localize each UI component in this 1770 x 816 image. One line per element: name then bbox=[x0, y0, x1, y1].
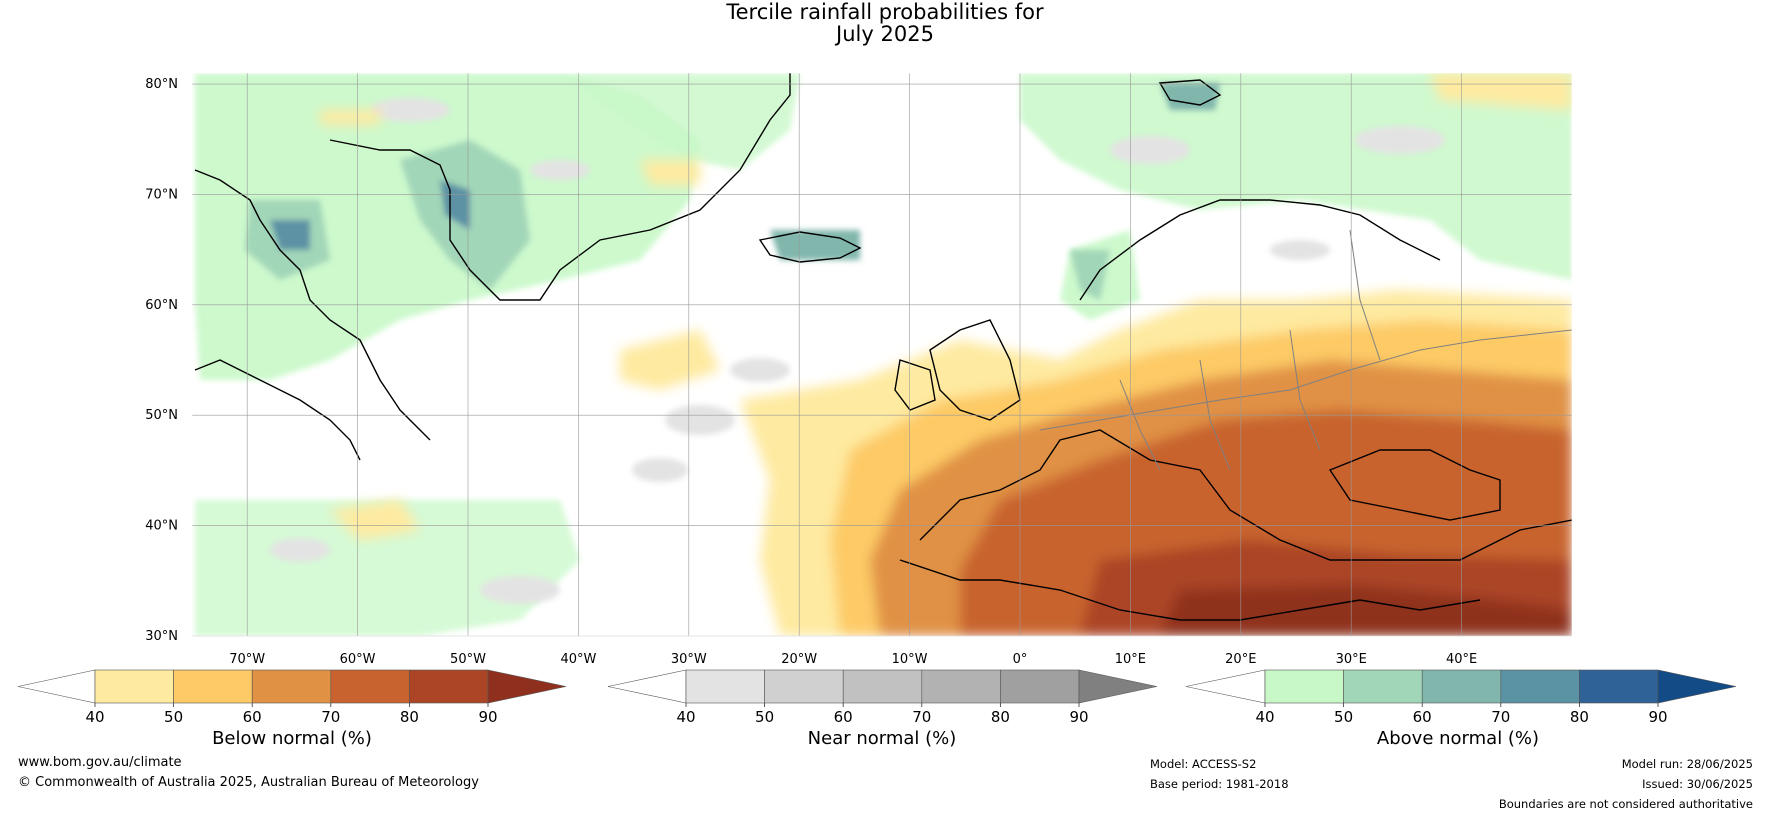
colorbar-segment bbox=[1000, 669, 1080, 704]
colorbar-min-extension bbox=[607, 669, 687, 704]
longitude-label: 20°E bbox=[1225, 652, 1256, 667]
map-panel: 80°N 70°N 60°N 50°N 40°N 30°N 70°W 60°W 50°W 40°… bbox=[145, 72, 1573, 667]
colorbar-tick-label: 80 bbox=[1570, 708, 1589, 726]
colorbar-segment bbox=[921, 669, 1001, 704]
longitude-label: 70°W bbox=[229, 652, 265, 667]
near-normal-areas bbox=[270, 98, 1445, 604]
longitude-label: 30°E bbox=[1336, 652, 1367, 667]
issued-date: Issued: 30/06/2025 bbox=[1642, 777, 1753, 791]
longitude-label: 10°E bbox=[1115, 652, 1146, 667]
longitude-label: 0° bbox=[1013, 652, 1028, 667]
colorbar-segment bbox=[409, 669, 489, 704]
colorbar-tick-label: 40 bbox=[1255, 708, 1274, 726]
near-normal-colorbar-label: Near normal (%) bbox=[807, 728, 957, 749]
latitude-label: 50°N bbox=[145, 408, 178, 423]
colorbar-segment bbox=[1500, 669, 1580, 704]
colorbar-tick-label: 70 bbox=[1491, 708, 1510, 726]
map-title-line-2: July 2025 bbox=[836, 22, 934, 46]
north-america-coast bbox=[194, 169, 431, 441]
colorbar-tick-label: 40 bbox=[85, 708, 104, 726]
colorbar-0: 40 50 60 70 80 90 bbox=[17, 669, 567, 726]
bom-url: www.bom.gov.au/climate bbox=[18, 755, 182, 770]
colorbar-tick-label: 80 bbox=[400, 708, 419, 726]
colorbar-segment bbox=[764, 669, 844, 704]
base-period: Base period: 1981-2018 bbox=[1150, 777, 1289, 791]
colorbars: 40 50 60 70 80 90 40 50 60 70 80 90 40 50 60 70 80 90 bbox=[17, 669, 1737, 726]
colorbar-tick-label: 90 bbox=[1069, 708, 1088, 726]
boundary-disclaimer: Boundaries are not considered authoritat… bbox=[1498, 797, 1753, 811]
above-normal-colorbar-label: Above normal (%) bbox=[1376, 728, 1540, 749]
colorbar-min-extension bbox=[1185, 669, 1266, 704]
greenland-coast bbox=[329, 73, 791, 301]
coastlines bbox=[194, 73, 1572, 621]
model-name: Model: ACCESS-S2 bbox=[1150, 757, 1257, 771]
colorbar-tick-label: 70 bbox=[321, 708, 340, 726]
colorbar-max-extension bbox=[1078, 669, 1158, 704]
colorbar-tick-label: 60 bbox=[1413, 708, 1432, 726]
country-borders bbox=[1039, 229, 1572, 471]
colorbar-tick-label: 70 bbox=[912, 708, 931, 726]
latitude-label: 70°N bbox=[145, 187, 178, 202]
colorbar-tick-label: 50 bbox=[1334, 708, 1353, 726]
colorbar-tick-label: 60 bbox=[243, 708, 262, 726]
longitude-label: 50°W bbox=[450, 652, 486, 667]
iceland-coast bbox=[758, 231, 862, 263]
probability-fields bbox=[194, 73, 1572, 636]
colorbar-segment bbox=[842, 669, 923, 704]
latitude-label: 40°N bbox=[145, 519, 178, 534]
latitude-labels: 80°N 70°N 60°N 50°N 40°N 30°N bbox=[145, 77, 178, 644]
north-america-coast-south bbox=[194, 359, 361, 461]
scandinavia-coast bbox=[1079, 199, 1441, 301]
colorbar-tick-label: 50 bbox=[164, 708, 183, 726]
north-africa-coast bbox=[899, 559, 1481, 621]
colorbar-segment bbox=[94, 669, 174, 704]
colorbar-segment bbox=[251, 669, 332, 704]
colorbar-segment bbox=[1421, 669, 1502, 704]
longitude-label: 20°W bbox=[781, 652, 817, 667]
latitude-label: 60°N bbox=[145, 298, 178, 313]
latitude-label: 30°N bbox=[145, 629, 178, 644]
colorbar-segment bbox=[1343, 669, 1423, 704]
longitude-label: 40°W bbox=[560, 652, 596, 667]
colorbar-segment bbox=[173, 669, 253, 704]
colorbar-segment bbox=[1264, 669, 1344, 704]
colorbar-tick-label: 60 bbox=[834, 708, 853, 726]
longitude-label: 10°W bbox=[892, 652, 928, 667]
latitude-label: 80°N bbox=[145, 77, 178, 92]
below-normal-colorbar-label: Below normal (%) bbox=[212, 728, 372, 749]
ireland-coast bbox=[894, 359, 936, 411]
colorbar-segment bbox=[685, 669, 765, 704]
svalbard-coast bbox=[1158, 79, 1222, 106]
colorbar-max-extension bbox=[1657, 669, 1737, 704]
longitude-label: 60°W bbox=[340, 652, 376, 667]
longitude-label: 40°E bbox=[1446, 652, 1477, 667]
map-title-line-1: Tercile rainfall probabilities for bbox=[726, 0, 1044, 24]
colorbar-2: 40 50 60 70 80 90 bbox=[1185, 669, 1737, 726]
mediterranean-north-coast bbox=[919, 429, 1572, 561]
colorbar-segment bbox=[330, 669, 410, 704]
map-frame bbox=[191, 72, 1573, 637]
colorbar-tick-label: 40 bbox=[676, 708, 695, 726]
copyright-notice: © Commonwealth of Australia 2025, Austra… bbox=[18, 775, 479, 790]
colorbar-min-extension bbox=[17, 669, 96, 704]
longitude-label: 30°W bbox=[671, 652, 707, 667]
colorbar-segment bbox=[1579, 669, 1659, 704]
colorbar-tick-label: 50 bbox=[755, 708, 774, 726]
colorbar-tick-label: 90 bbox=[478, 708, 497, 726]
colorbar-max-extension bbox=[487, 669, 567, 704]
model-run-date: Model run: 28/06/2025 bbox=[1621, 757, 1753, 771]
black-sea-coast bbox=[1328, 449, 1501, 521]
colorbar-tick-label: 90 bbox=[1648, 708, 1667, 726]
colorbar-1: 40 50 60 70 80 90 bbox=[607, 669, 1158, 726]
longitude-labels: 70°W 60°W 50°W 40°W 30°W 20°W 10°W 0° 10°E 20°E 30… bbox=[229, 652, 1477, 667]
colorbar-tick-label: 80 bbox=[991, 708, 1010, 726]
